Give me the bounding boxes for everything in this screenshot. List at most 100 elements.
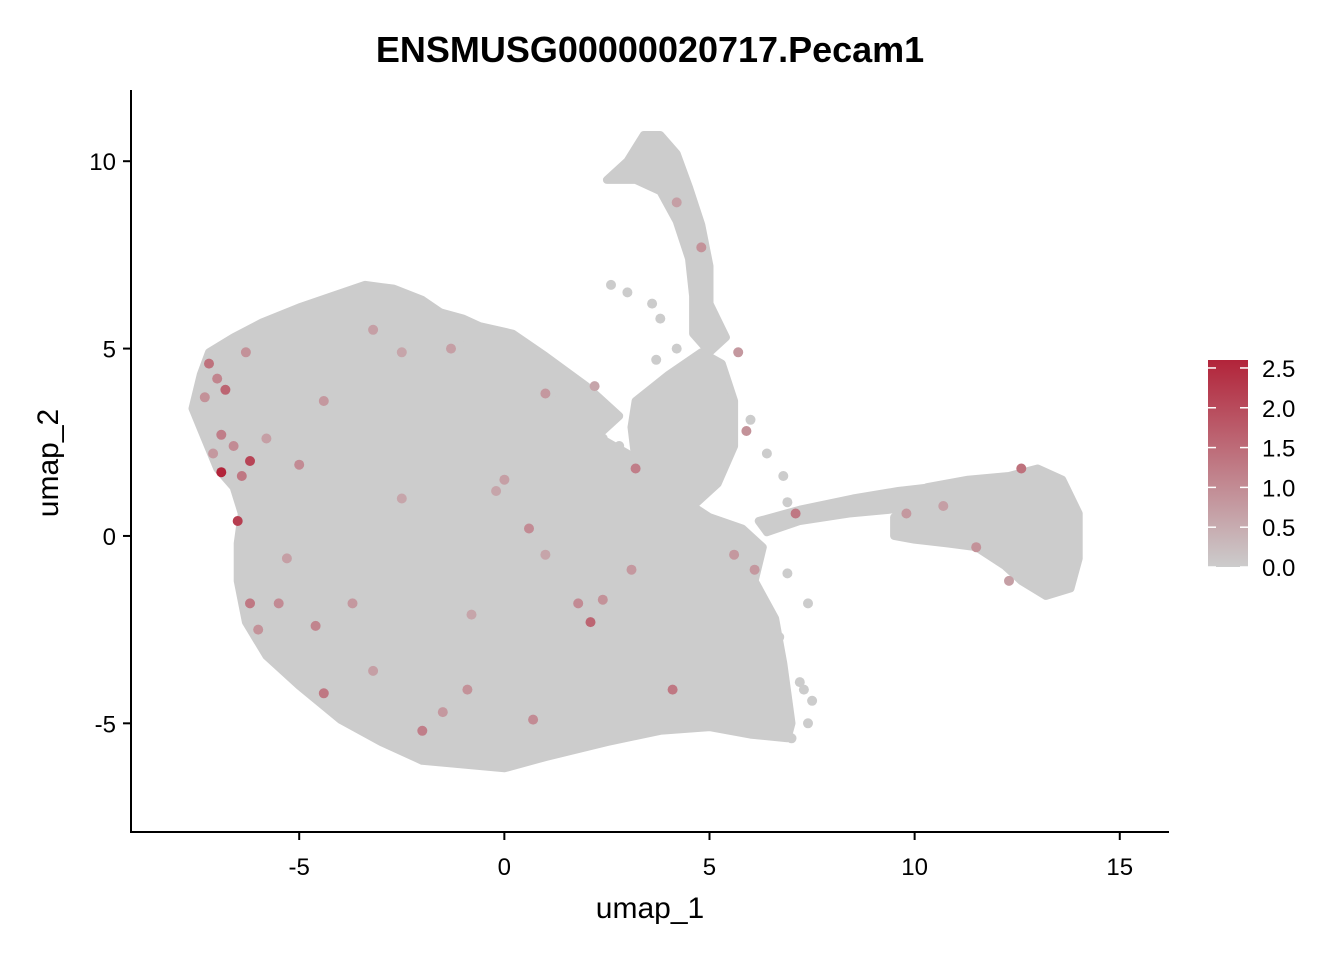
chart-title: ENSMUSG00000020717.Pecam1 (376, 29, 924, 70)
expressed-cells (199, 197, 1027, 736)
expressed-cell (671, 197, 682, 208)
x-tick-label: 0 (498, 854, 511, 881)
expressed-cell (901, 508, 912, 519)
expressed-cell (347, 598, 358, 609)
outlier-cell (548, 396, 559, 406)
legend-break-label: 0.5 (1262, 515, 1295, 542)
outlier-cell (803, 718, 813, 729)
outlier-cell (597, 433, 608, 444)
expressed-cell (462, 684, 473, 695)
outlier-cell (794, 677, 805, 688)
outlier-cell (565, 411, 575, 421)
expressed-cell (245, 598, 255, 609)
outlier-cell (671, 343, 682, 354)
expressed-cell (368, 665, 379, 676)
expressed-cell (741, 426, 752, 436)
expressed-cell (938, 501, 949, 511)
outlier-cell (548, 377, 559, 388)
expressed-cell (1004, 575, 1014, 586)
expressed-cell (199, 392, 210, 403)
expressed-cell (236, 471, 247, 481)
y-tick-label: 10 (89, 149, 116, 176)
expressed-cell (240, 347, 251, 358)
x-tick-label: 15 (1106, 854, 1133, 881)
outlier-cell (782, 497, 793, 508)
x-tick-label: -5 (289, 854, 310, 881)
cluster-middle (627, 348, 739, 518)
outlier-cell (651, 354, 662, 365)
expressed-cell (790, 508, 801, 519)
outlier-cell (647, 298, 658, 309)
outlier-cell (782, 568, 793, 579)
color-legend: 0.0 0.5 1.0 1.5 2.0 2.5 (1208, 356, 1295, 582)
legend-break-label: 0.0 (1262, 555, 1295, 582)
expressed-cell (597, 594, 608, 605)
expressed-cell (1016, 463, 1027, 474)
expressed-cell (294, 459, 305, 470)
legend-colorbar (1208, 360, 1248, 567)
legend-breaks: 0.0 0.5 1.0 1.5 2.0 2.5 (1208, 356, 1295, 582)
expressed-cell (396, 347, 407, 358)
expressed-cell (310, 620, 321, 631)
outlier-cell (741, 613, 752, 624)
expressed-cell (204, 358, 214, 369)
expressed-cell (318, 688, 329, 699)
expressed-cell (245, 456, 255, 466)
expressed-cell (261, 433, 272, 444)
expressed-cell (232, 516, 243, 526)
expressed-cell (437, 707, 448, 718)
expressed-cell (696, 242, 707, 253)
cluster-upper-arm (418, 303, 624, 443)
outlier-cell (606, 279, 616, 290)
x-tick-label: 10 (901, 854, 928, 881)
outlier-cell (638, 448, 649, 459)
expressed-cell (446, 343, 456, 354)
x-axis-label: umap_1 (596, 892, 704, 925)
expressed-cell (630, 463, 641, 474)
outlier-cell (700, 287, 711, 298)
y-axis-ticks: -5 0 5 10 (89, 149, 131, 738)
y-tick-label: -5 (95, 711, 116, 738)
legend-break-label: 1.5 (1262, 436, 1295, 463)
outlier-cell (655, 313, 666, 324)
outlier-cell (778, 471, 789, 481)
outlier-cell (761, 448, 772, 459)
expressed-cell (733, 347, 744, 358)
outlier-cell (807, 695, 818, 706)
expressed-cell (212, 373, 223, 384)
expressed-cell (253, 624, 264, 635)
legend-break-label: 2.5 (1262, 356, 1295, 383)
expressed-cell (524, 523, 534, 534)
outlier-cell (622, 287, 633, 298)
cluster-top-stalk (602, 131, 730, 357)
expressed-cell (417, 725, 428, 736)
outlier-cell (798, 684, 809, 695)
x-tick-label: 5 (703, 854, 716, 881)
expressed-cell (216, 429, 227, 440)
expressed-cell (491, 486, 502, 496)
expressed-cell (499, 474, 510, 485)
expressed-cell (368, 324, 379, 335)
expressed-cell (667, 684, 678, 695)
expressed-cell (585, 617, 596, 628)
expressed-cell (220, 384, 231, 395)
expressed-cell (573, 598, 584, 609)
expressed-cell (729, 549, 740, 560)
expressed-cell (749, 564, 760, 575)
outlier-cell (803, 598, 813, 609)
outlier-cell (524, 358, 534, 369)
outlier-cell (462, 339, 473, 350)
expressed-cell (540, 549, 551, 560)
expressed-cell (273, 598, 284, 609)
expressed-cell (318, 396, 329, 406)
expressed-cell (971, 542, 982, 553)
outlier-cell (614, 441, 625, 451)
cluster-main (188, 280, 796, 773)
outlier-cell (745, 414, 756, 425)
outlier-cell (729, 624, 740, 635)
outlier-cell (774, 632, 785, 643)
expressed-cell (396, 493, 407, 504)
y-tick-label: 5 (103, 337, 116, 364)
outlier-cell (786, 733, 797, 744)
